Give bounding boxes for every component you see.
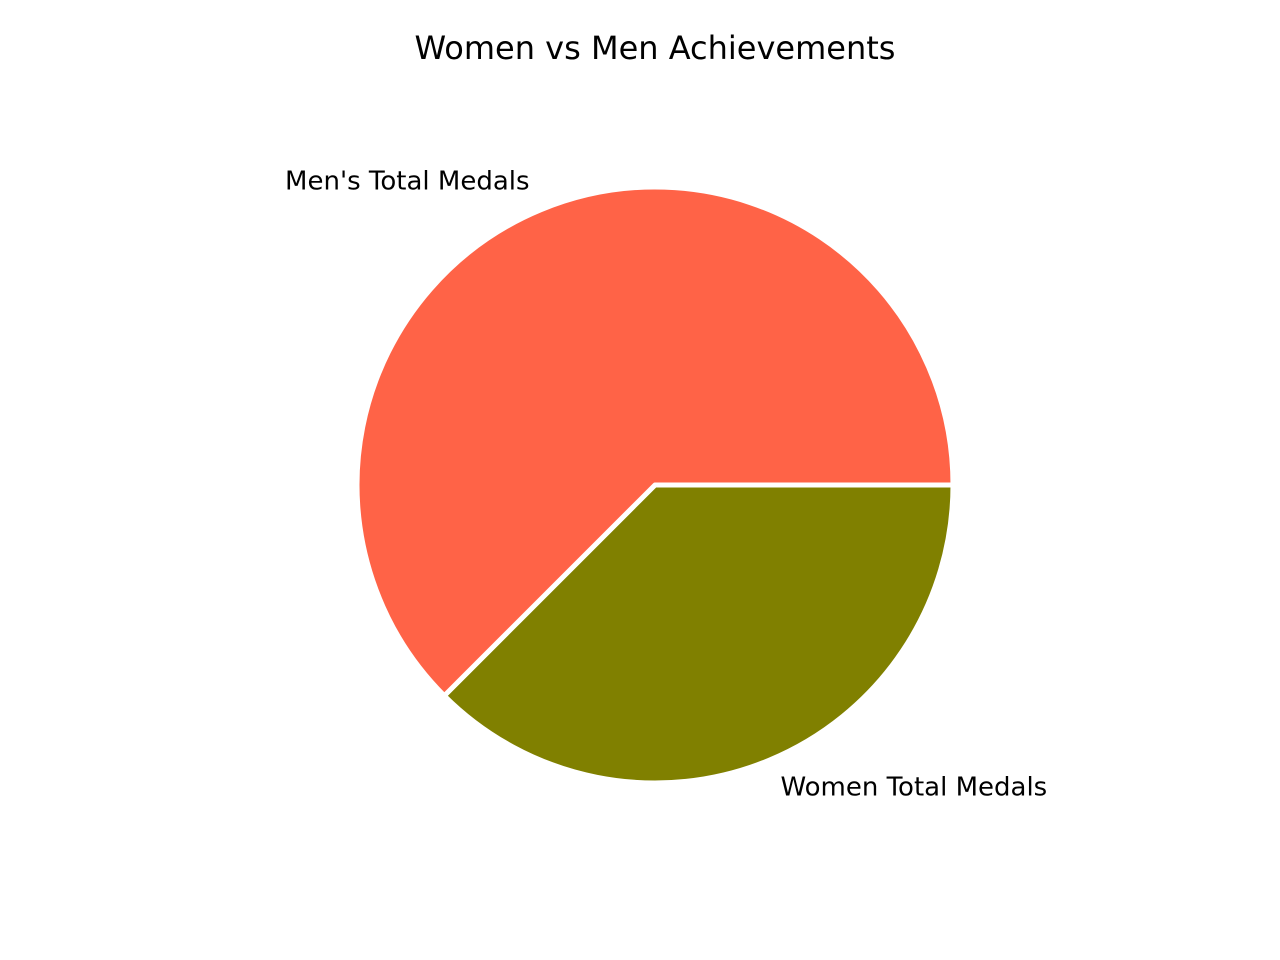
pie-slices bbox=[354, 184, 956, 786]
chart-title: Women vs Men Achievements bbox=[415, 29, 896, 67]
pie-labels: Women Total Medals Men's Total Medals bbox=[285, 167, 1047, 803]
pie-slice-label: Men's Total Medals bbox=[285, 167, 530, 197]
pie-slice bbox=[441, 482, 956, 786]
pie-slice-label: Women Total Medals bbox=[780, 772, 1047, 802]
pie-slice bbox=[354, 184, 956, 699]
